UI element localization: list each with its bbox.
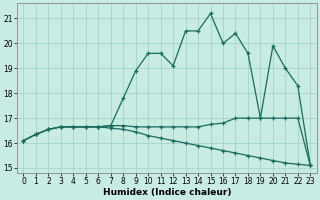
X-axis label: Humidex (Indice chaleur): Humidex (Indice chaleur): [103, 188, 231, 197]
